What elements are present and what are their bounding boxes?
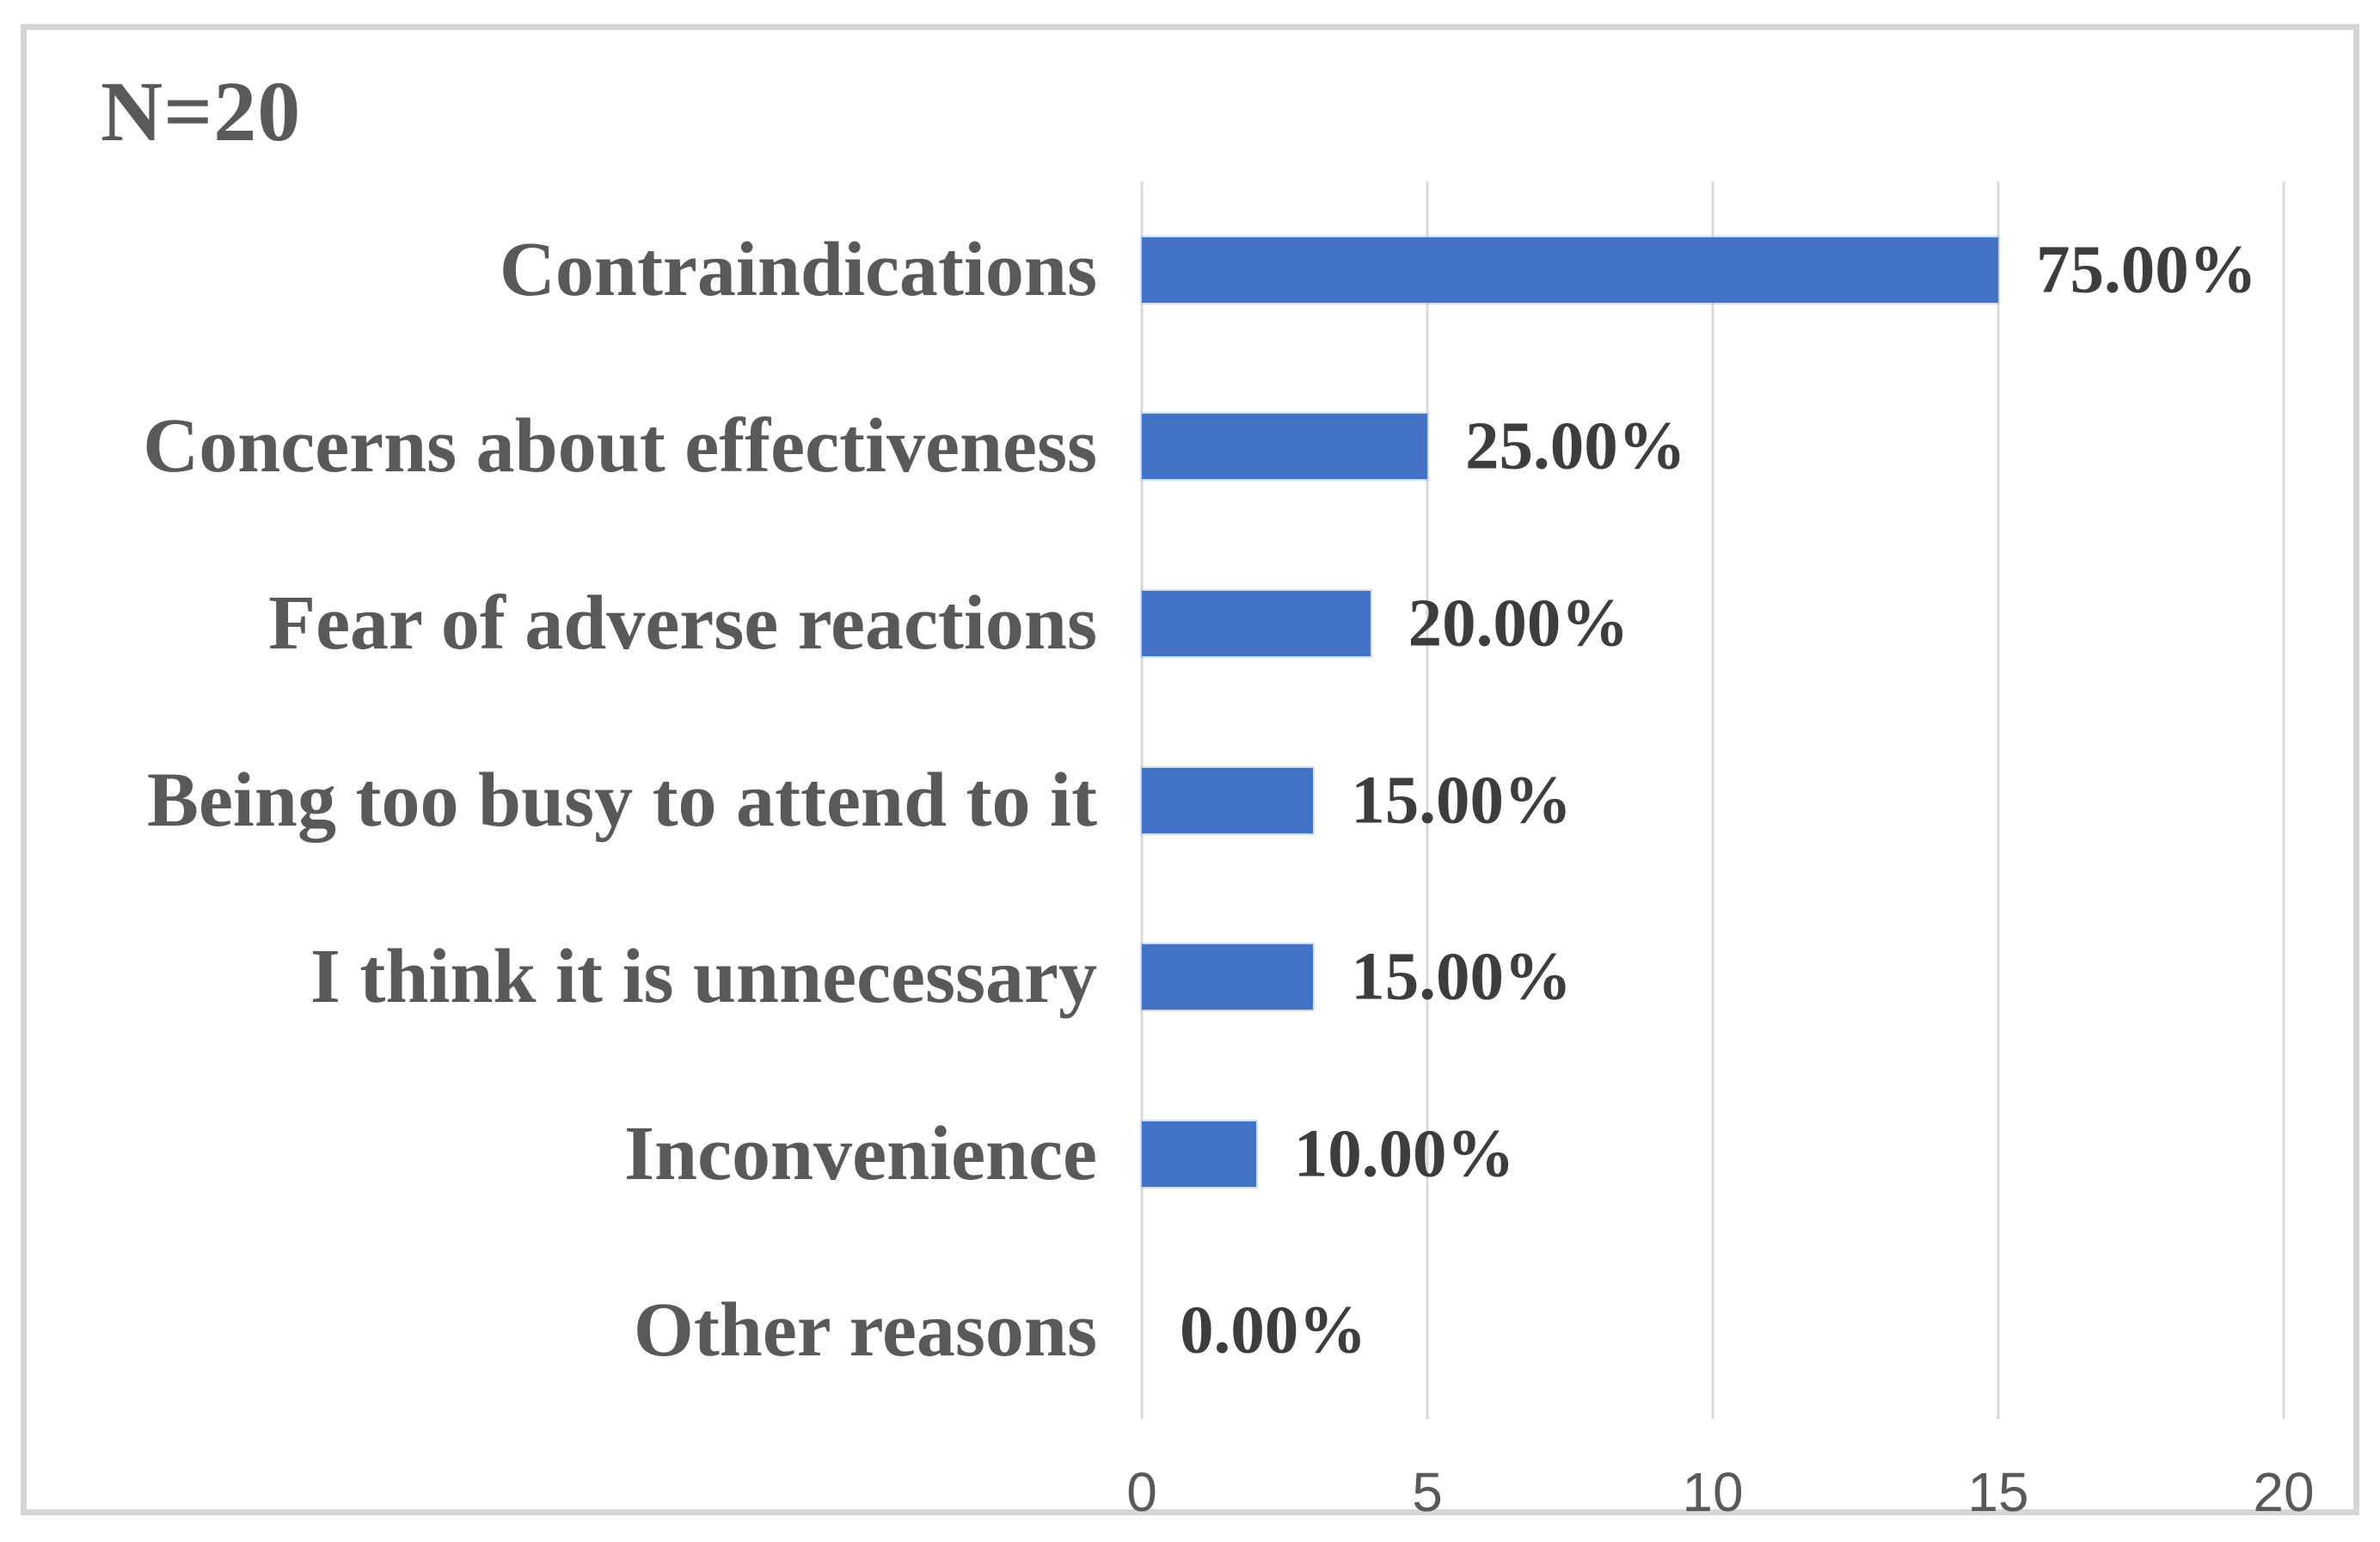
gridline (2282, 181, 2285, 1419)
data-label: 10.00% (1293, 1116, 1515, 1192)
bar (1142, 944, 1314, 1011)
x-tick-label: 20 (2253, 1461, 2315, 1523)
data-label: 25.00% (1465, 409, 1686, 484)
gridline (1997, 181, 2000, 1419)
bar-row: 20.00% (1142, 535, 2284, 712)
gridline (1711, 181, 1714, 1419)
category-label: Fear of adverse reactions (268, 580, 1097, 666)
category-label: Contraindications (499, 226, 1097, 312)
x-tick-label: 15 (1967, 1461, 2029, 1523)
gridline (1426, 181, 1429, 1419)
figure-frame: N=20 Contraindications Concerns about eff… (21, 24, 2359, 1520)
data-label: 15.00% (1351, 763, 1572, 839)
category-label: Concerns about effectiveness (143, 403, 1097, 489)
category-label: I think it is unnecessary (310, 934, 1097, 1020)
chart-title: N=20 (101, 64, 302, 159)
bar-row: 10.00% (1142, 1066, 2284, 1243)
category-label: Other reasons (633, 1287, 1097, 1373)
x-tick-label: 5 (1412, 1461, 1443, 1523)
bar (1142, 1121, 1256, 1187)
data-label: 15.00% (1351, 939, 1572, 1015)
category-label: Inconvenience (624, 1110, 1097, 1196)
bar (1142, 767, 1314, 833)
category-label: Being too busy to attend to it (146, 757, 1097, 843)
bar-row: 75.00% (1142, 181, 2284, 359)
data-label: 20.00% (1408, 586, 1629, 661)
plot-area: 75.00% 25.00% 20.00% 15.00% 15.00% 10.00% 0.00… (1140, 181, 2285, 1419)
x-tick-label: 10 (1682, 1461, 1744, 1523)
bar-row: 25.00% (1142, 359, 2284, 536)
data-label: 0.00% (1180, 1293, 1367, 1368)
x-tick-label: 0 (1126, 1461, 1157, 1523)
category-axis: Contraindications Concerns about effectiv… (70, 181, 1097, 1419)
bar-row: 0.00% (1142, 1242, 2284, 1419)
bar (1142, 414, 1427, 480)
x-axis: 0 5 10 15 20 (1126, 1461, 2314, 1533)
bar-group: 75.00% 25.00% 20.00% 15.00% 15.00% 10.00% 0.00… (1142, 181, 2284, 1419)
bar-row: 15.00% (1142, 888, 2284, 1066)
bar (1142, 590, 1371, 656)
bar-row: 15.00% (1142, 712, 2284, 889)
data-label: 75.00% (2036, 232, 2257, 308)
bar (1142, 237, 1998, 303)
